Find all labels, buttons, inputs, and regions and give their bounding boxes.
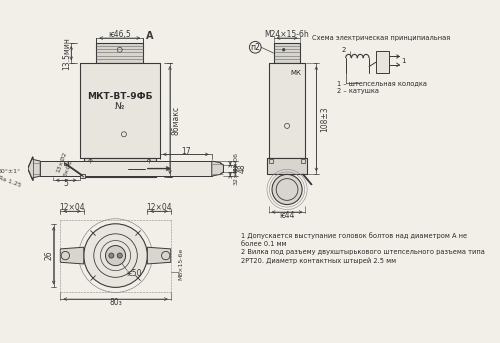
Bar xyxy=(267,158,307,175)
Text: 6×Ø6: 6×Ø6 xyxy=(62,158,74,177)
Bar xyxy=(80,63,160,158)
Text: №: № xyxy=(115,102,124,111)
Text: 2: 2 xyxy=(342,47,346,53)
Text: 80₃: 80₃ xyxy=(109,298,122,307)
Circle shape xyxy=(272,175,302,204)
Text: 5: 5 xyxy=(64,179,68,188)
Polygon shape xyxy=(270,63,304,158)
Polygon shape xyxy=(274,43,300,63)
Text: 13×Ø2: 13×Ø2 xyxy=(55,151,68,173)
Circle shape xyxy=(282,48,285,51)
Text: Схема электрическая принципиальная: Схема электрическая принципиальная xyxy=(312,35,450,41)
Text: Ra 1.25: Ra 1.25 xyxy=(0,176,22,188)
Bar xyxy=(270,63,304,158)
Bar xyxy=(270,159,273,163)
Text: 108±3: 108±3 xyxy=(320,106,329,132)
Text: 32×Ð6: 32×Ð6 xyxy=(234,163,238,185)
Circle shape xyxy=(106,246,126,265)
Text: ѥ50: ѥ50 xyxy=(126,270,142,279)
Text: M24×15-6h: M24×15-6h xyxy=(264,30,310,39)
Text: 2РТ20. Диаметр контактных штырей 2.5 мм: 2РТ20. Диаметр контактных штырей 2.5 мм xyxy=(241,257,396,264)
Text: 17: 17 xyxy=(181,146,190,155)
Polygon shape xyxy=(212,161,224,176)
Bar xyxy=(376,51,389,73)
Bar xyxy=(80,174,84,178)
Text: M8×15-6e: M8×15-6e xyxy=(178,248,184,280)
Text: 13.5мин: 13.5мин xyxy=(62,37,72,70)
Bar xyxy=(40,161,212,176)
Text: 12×04: 12×04 xyxy=(59,203,85,212)
Polygon shape xyxy=(148,247,171,264)
Text: более 0.1 мм: более 0.1 мм xyxy=(241,241,286,247)
Text: п2: п2 xyxy=(250,43,260,52)
Circle shape xyxy=(117,253,122,258)
Circle shape xyxy=(109,253,114,258)
Bar xyxy=(84,158,156,177)
Text: МК: МК xyxy=(290,70,302,76)
Bar xyxy=(274,43,300,63)
Text: 60°±1°: 60°±1° xyxy=(0,169,21,175)
Text: 2 – катушка: 2 – катушка xyxy=(338,88,380,94)
Text: 48: 48 xyxy=(238,164,246,173)
Polygon shape xyxy=(96,43,143,63)
Polygon shape xyxy=(60,247,84,264)
Bar xyxy=(302,159,304,163)
Polygon shape xyxy=(80,63,160,158)
Circle shape xyxy=(84,224,148,287)
Polygon shape xyxy=(84,158,156,177)
Polygon shape xyxy=(267,158,307,175)
Text: 26: 26 xyxy=(44,251,53,260)
Text: 1 – штепсельная колодка: 1 – штепсельная колодка xyxy=(338,80,428,86)
Text: 2 Вилка под разъему двухштырькового штепсельного разъема типа: 2 Вилка под разъему двухштырькового штеп… xyxy=(241,249,485,255)
Text: 1 Допускается выступание головок болтов над диаметром А не: 1 Допускается выступание головок болтов … xyxy=(241,232,467,239)
Text: A: A xyxy=(146,31,154,42)
Text: 12×04: 12×04 xyxy=(146,203,172,212)
Text: 86макс: 86макс xyxy=(172,106,180,134)
Text: ѥ44: ѥ44 xyxy=(280,211,295,220)
Text: ѥ46,5: ѥ46,5 xyxy=(108,30,131,39)
Text: 44×Ð6: 44×Ð6 xyxy=(234,152,238,174)
Text: MКТ-ВТ-9ФБ: MКТ-ВТ-9ФБ xyxy=(87,92,152,101)
Polygon shape xyxy=(40,161,212,176)
Bar xyxy=(96,43,143,63)
Bar xyxy=(64,161,68,165)
Text: 1: 1 xyxy=(401,58,406,64)
Polygon shape xyxy=(28,157,40,180)
